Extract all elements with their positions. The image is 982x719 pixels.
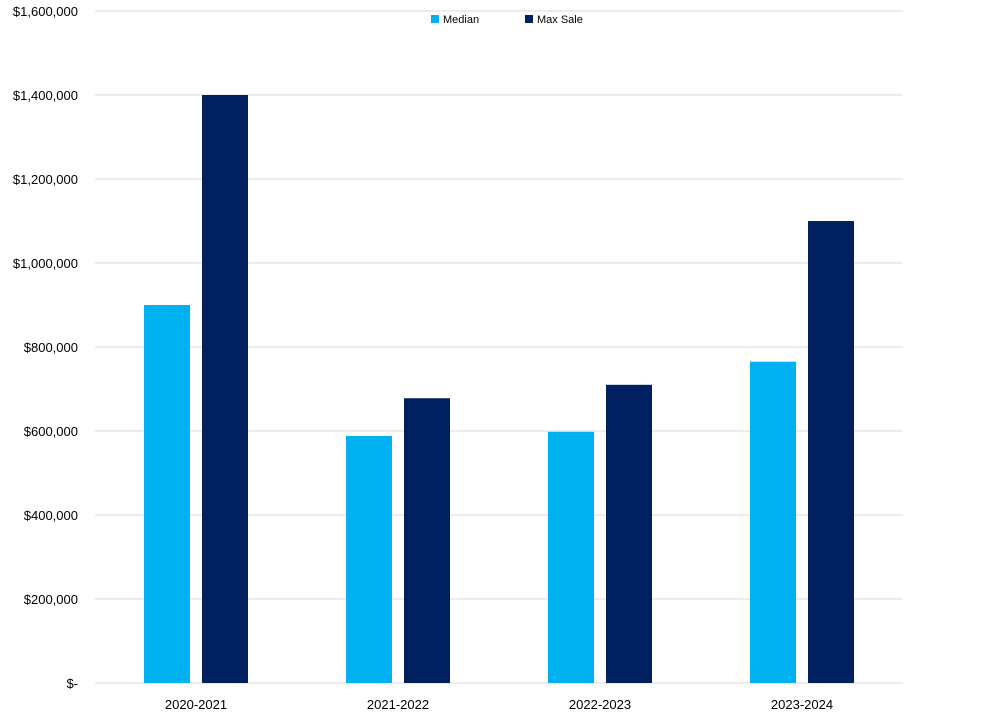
x-tick-label: 2020-2021	[165, 697, 227, 712]
legend-swatch-max-sale	[525, 15, 533, 23]
bar-max-sale-2022-2023	[606, 384, 652, 683]
x-tick-label: 2023-2024	[771, 697, 833, 712]
y-tick-label: $1,400,000	[13, 88, 78, 103]
legend-label-median: Median	[443, 14, 479, 26]
bar-median-2020-2021	[144, 305, 190, 683]
x-tick-label: 2021-2022	[367, 697, 429, 712]
y-tick-label: $800,000	[24, 340, 78, 355]
y-tick-label: $-	[66, 676, 78, 691]
y-axis-tick-labels: $- $200,000 $400,000 $600,000 $800,000 $1,000…	[13, 4, 78, 691]
x-tick-label: 2022-2023	[569, 697, 631, 712]
legend-swatch-median	[431, 15, 439, 23]
bar-max-sale-2021-2022	[404, 398, 450, 683]
y-tick-label: $1,600,000	[13, 4, 78, 19]
bar-max-sale-2020-2021	[202, 95, 248, 683]
x-axis-tick-labels: 2020-2021 2021-2022 2022-2023 2023-2024	[165, 697, 833, 712]
y-tick-label: $200,000	[24, 592, 78, 607]
y-tick-label: $600,000	[24, 424, 78, 439]
bar-max-sale-2023-2024	[808, 221, 854, 683]
legend-label-max-sale: Max Sale	[537, 14, 583, 26]
y-tick-label: $1,200,000	[13, 172, 78, 187]
bar-median-2021-2022	[346, 436, 392, 683]
bar-median-2023-2024	[750, 361, 796, 683]
bar-median-2022-2023	[548, 431, 594, 683]
legend: Median Max Sale	[431, 14, 583, 26]
y-tick-label: $400,000	[24, 508, 78, 523]
y-tick-label: $1,000,000	[13, 256, 78, 271]
bars	[144, 95, 854, 683]
